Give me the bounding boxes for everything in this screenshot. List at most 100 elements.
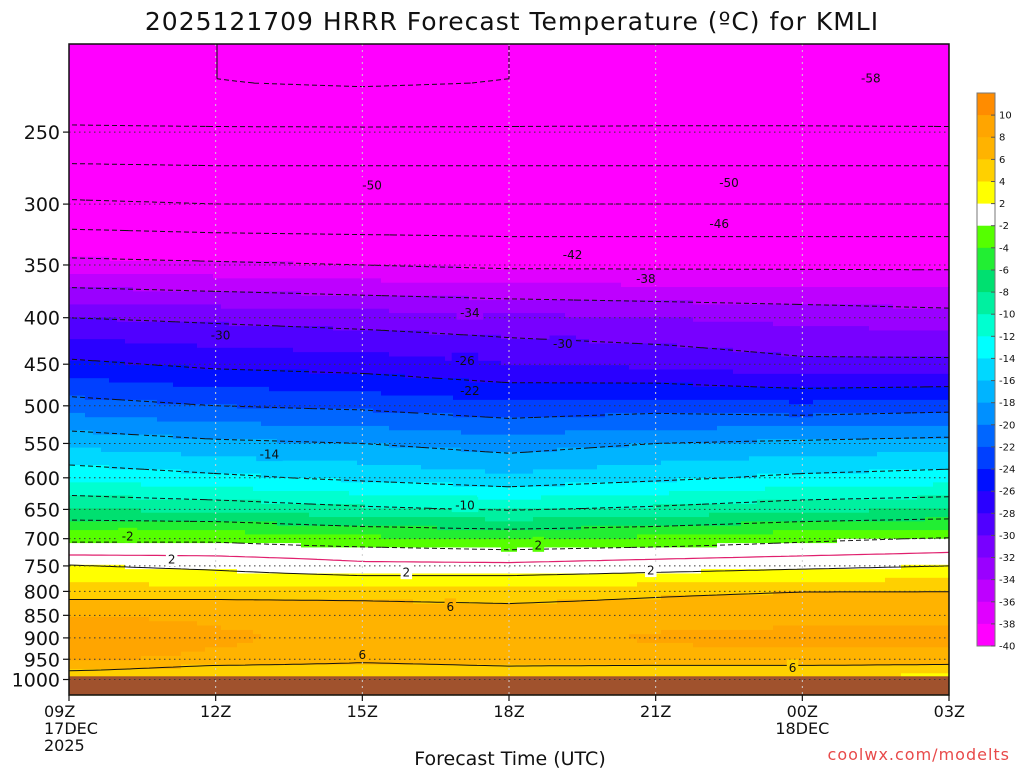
temperature-cell (653, 399, 662, 414)
temperature-cell (789, 356, 798, 375)
temperature-cell (797, 512, 806, 522)
temperature-cell (685, 629, 694, 644)
temperature-cell (149, 399, 158, 418)
temperature-cell (853, 473, 862, 488)
contour-label-bg (706, 215, 733, 231)
temperature-cell (669, 317, 678, 345)
temperature-cell (621, 317, 630, 345)
temperature-cell (301, 326, 310, 353)
temperature-cell (709, 547, 718, 570)
temperature-cell (157, 321, 166, 345)
temperature-cell (501, 521, 510, 531)
temperature-cell (493, 434, 502, 453)
temperature-cell (237, 599, 246, 631)
temperature-cell (893, 269, 902, 288)
temperature-cell (477, 313, 486, 336)
temperature-cell (389, 295, 398, 314)
temperature-cell (69, 508, 78, 522)
temperature-cell (165, 382, 174, 405)
temperature-cell (645, 369, 654, 384)
temperature-cell (557, 339, 566, 366)
temperature-cell (621, 430, 630, 449)
temperature-cell (365, 547, 374, 575)
temperature-cell (253, 386, 262, 410)
temperature-cell (821, 438, 830, 457)
temperature-cell (581, 430, 590, 449)
temperature-cell (941, 517, 950, 531)
temperature-cell (397, 295, 406, 314)
temperature-cell (317, 534, 326, 549)
temperature-cell (845, 625, 854, 648)
temperature-cell (333, 425, 342, 444)
temperature-cell (797, 326, 806, 358)
temperature-cell (893, 399, 902, 414)
temperature-cell (837, 425, 846, 440)
temperature-cell (429, 430, 438, 449)
temperature-cell (429, 282, 438, 297)
temperature-cell (453, 334, 462, 362)
temperature-cell (525, 451, 534, 475)
temperature-cell (109, 399, 118, 418)
temperature-cell (549, 486, 558, 496)
temperature-cell (173, 621, 182, 657)
temperature-cell (645, 642, 654, 666)
temperature-cell (637, 495, 646, 509)
temperature-cell (845, 530, 854, 540)
temperature-cell (765, 304, 774, 323)
temperature-cell (365, 525, 374, 536)
temperature-cell (933, 664, 942, 674)
temperature-cell (501, 499, 510, 509)
temperature-cell (557, 547, 566, 575)
temperature-cell (877, 469, 886, 488)
temperature-cell (69, 447, 78, 466)
temperature-cell (293, 534, 302, 544)
temperature-cell (285, 504, 294, 514)
temperature-cell (237, 408, 246, 423)
temperature-cell (437, 495, 446, 509)
temperature-cell (677, 534, 686, 549)
temperature-cell (613, 343, 622, 366)
temperature-cell (861, 590, 870, 627)
colorbar-label: -16 (999, 376, 1015, 387)
temperature-cell (421, 482, 430, 496)
temperature-cell (869, 269, 878, 288)
temperature-cell (581, 586, 590, 601)
temperature-cell (669, 629, 678, 644)
temperature-cell (877, 373, 886, 388)
temperature-cell (773, 530, 782, 544)
temperature-cell (621, 447, 630, 466)
temperature-cell (901, 287, 910, 310)
temperature-cell (757, 491, 766, 501)
temperature-cell (709, 569, 718, 583)
temperature-cell (933, 530, 942, 540)
temperature-cell (605, 482, 614, 496)
temperature-cell (661, 460, 670, 483)
temperature-cell (749, 321, 758, 353)
temperature-cell (677, 573, 686, 583)
temperature-cell (853, 521, 862, 531)
temperature-cell (357, 534, 366, 549)
temperature-cell (941, 577, 950, 592)
temperature-cell (117, 564, 126, 583)
temperature-cell (317, 391, 326, 410)
temperature-cell (837, 287, 846, 305)
y-tick-label: 350 (24, 255, 60, 277)
temperature-cell (93, 256, 102, 275)
temperature-cell (701, 534, 710, 549)
temperature-cell (437, 295, 446, 314)
temperature-cell (93, 304, 102, 319)
temperature-cell (853, 582, 862, 592)
temperature-cell (565, 430, 574, 449)
temperature-cell (261, 326, 270, 349)
temperature-cell (357, 278, 366, 297)
temperature-cell (781, 438, 790, 457)
colorbar-label: -4 (999, 243, 1009, 254)
temperature-cell (117, 451, 126, 470)
temperature-cell (493, 417, 502, 436)
temperature-cell (565, 317, 574, 340)
temperature-cell (477, 417, 486, 436)
temperature-cell (229, 421, 238, 440)
temperature-cell (653, 430, 662, 444)
temperature-cell (77, 287, 86, 305)
temperature-cell (117, 434, 126, 453)
